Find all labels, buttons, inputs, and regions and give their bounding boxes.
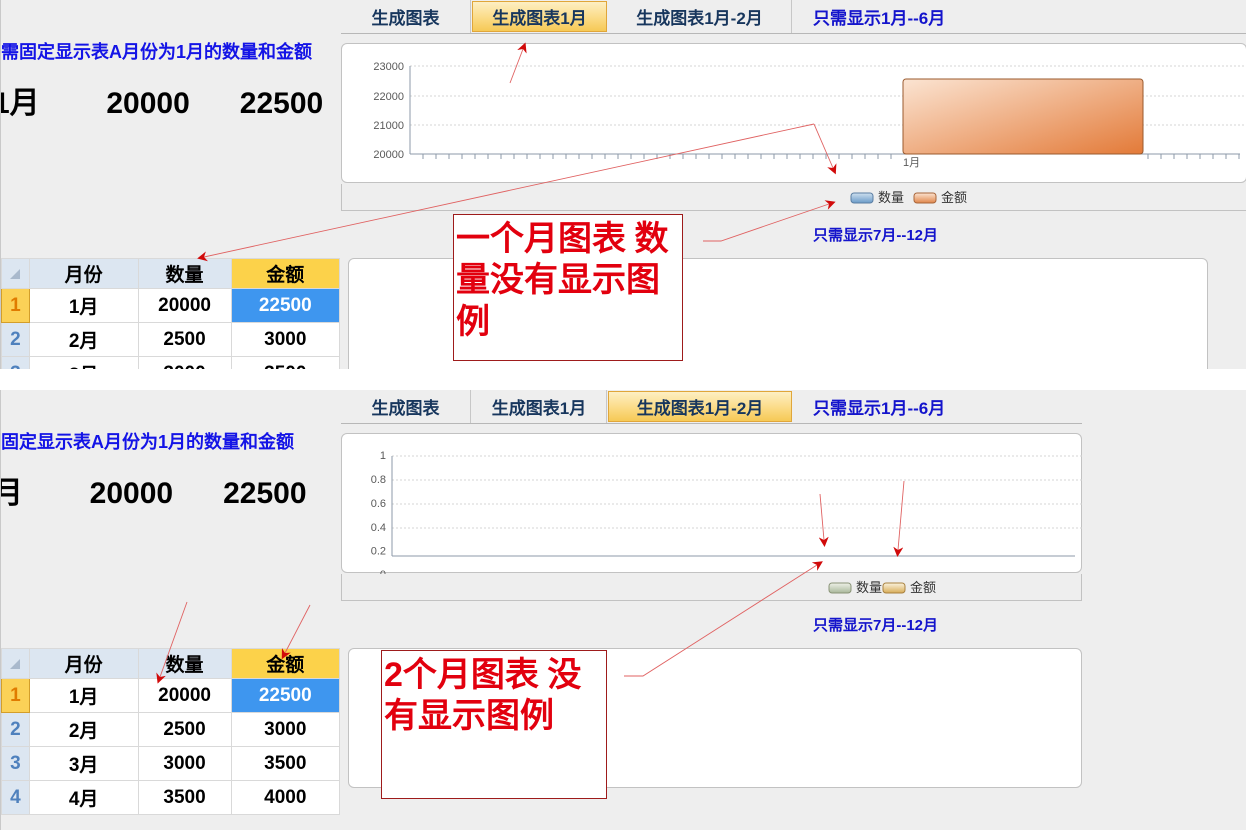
svg-text:1月: 1月 bbox=[903, 157, 920, 169]
svg-text:金额: 金额 bbox=[910, 580, 936, 595]
svg-text:0.6: 0.6 bbox=[371, 498, 386, 510]
svg-text:金额: 金额 bbox=[941, 190, 967, 205]
svg-text:0.2: 0.2 bbox=[371, 546, 386, 558]
svg-text:0.8: 0.8 bbox=[371, 474, 386, 486]
svg-text:1: 1 bbox=[380, 450, 386, 462]
svg-text:20000: 20000 bbox=[373, 149, 404, 161]
svg-text:数量: 数量 bbox=[856, 580, 882, 595]
svg-text:数量: 数量 bbox=[878, 190, 904, 205]
svg-text:23000: 23000 bbox=[373, 61, 404, 73]
svg-text:0.4: 0.4 bbox=[371, 522, 386, 534]
svg-text:21000: 21000 bbox=[373, 120, 404, 132]
svg-text:22000: 22000 bbox=[373, 91, 404, 103]
